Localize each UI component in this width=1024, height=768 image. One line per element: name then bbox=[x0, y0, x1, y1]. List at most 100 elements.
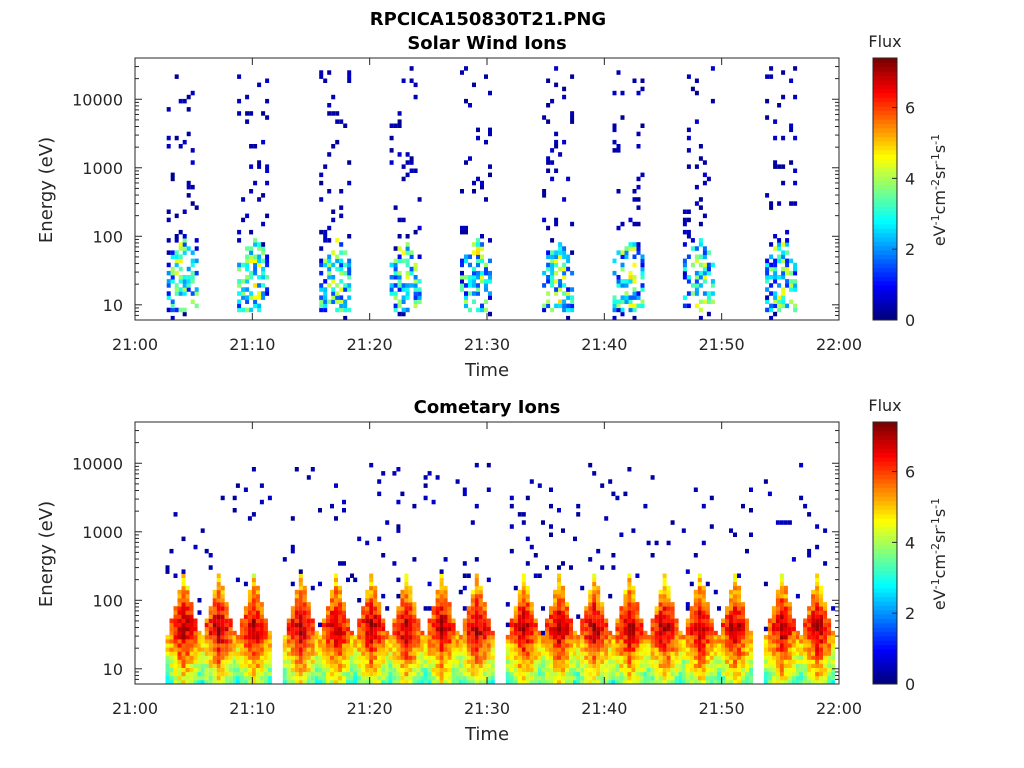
flux-cell bbox=[460, 189, 464, 194]
flux-cell bbox=[670, 520, 675, 525]
flux-cell bbox=[600, 626, 605, 632]
flux-cell bbox=[541, 606, 545, 611]
flux-cell bbox=[565, 655, 569, 660]
flux-cell bbox=[212, 614, 217, 619]
flux-cell bbox=[486, 659, 491, 664]
flux-cell bbox=[482, 651, 487, 656]
flux-cell bbox=[737, 671, 741, 677]
flux-cell bbox=[306, 663, 311, 668]
flux-cell bbox=[245, 299, 250, 304]
flux-cell bbox=[811, 659, 816, 664]
flux-cell bbox=[174, 213, 179, 219]
flux-cell bbox=[314, 655, 319, 660]
flux-cell bbox=[298, 577, 303, 583]
flux-cell bbox=[632, 275, 637, 280]
flux-cell bbox=[533, 573, 538, 578]
figure-title: RPCICA150830T21.PNG bbox=[370, 9, 606, 30]
flux-cell bbox=[827, 647, 832, 652]
flux-cell bbox=[549, 659, 553, 664]
flux-cell bbox=[181, 675, 186, 681]
flux-cell bbox=[247, 593, 252, 599]
flux-cell bbox=[592, 606, 597, 611]
flux-cell bbox=[294, 606, 299, 611]
flux-cell bbox=[170, 270, 175, 276]
flux-cell bbox=[596, 630, 601, 636]
flux-cell bbox=[181, 659, 186, 664]
flux-cell bbox=[472, 275, 476, 280]
flux-cell bbox=[241, 307, 246, 313]
flux-cell bbox=[783, 679, 788, 685]
flux-cell bbox=[408, 589, 413, 595]
flux-cell bbox=[247, 622, 252, 628]
flux-cell bbox=[423, 659, 428, 664]
flux-cell bbox=[694, 119, 699, 124]
flux-cell bbox=[767, 643, 772, 648]
flux-cell bbox=[557, 610, 561, 615]
flux-cell bbox=[815, 581, 820, 587]
flux-cell bbox=[286, 663, 291, 668]
flux-cell bbox=[542, 189, 547, 194]
flux-cell bbox=[177, 610, 182, 615]
flux-cell bbox=[771, 614, 776, 619]
flux-cell bbox=[546, 250, 551, 255]
flux-cell bbox=[600, 675, 605, 681]
flux-cell bbox=[765, 74, 770, 79]
flux-cell bbox=[553, 626, 557, 632]
flux-cell bbox=[239, 647, 244, 652]
flux-cell bbox=[612, 148, 617, 153]
flux-cell bbox=[455, 663, 460, 668]
flux-cell bbox=[404, 589, 409, 595]
flux-cell bbox=[476, 254, 480, 259]
flux-cell bbox=[400, 647, 405, 652]
flux-cell bbox=[302, 618, 307, 623]
flux-cell bbox=[416, 651, 421, 656]
flux-cell bbox=[323, 295, 328, 300]
flux-cell bbox=[779, 626, 784, 632]
colorbar-segment bbox=[873, 657, 897, 663]
flux-cell bbox=[435, 671, 440, 677]
flux-cell bbox=[592, 471, 597, 476]
flux-cell bbox=[342, 643, 346, 648]
colorbar-segment bbox=[873, 267, 897, 273]
flux-cell bbox=[185, 622, 190, 628]
flux-cell bbox=[369, 671, 374, 677]
colorbar-segment bbox=[873, 443, 897, 449]
flux-cell bbox=[823, 647, 828, 652]
y-axis-label-cometary: Energy (eV) bbox=[36, 501, 57, 607]
flux-cell bbox=[478, 602, 483, 607]
flux-cell bbox=[725, 639, 729, 644]
flux-cell bbox=[193, 651, 198, 656]
flux-cell bbox=[632, 315, 637, 321]
flux-cell bbox=[600, 651, 605, 656]
flux-cell bbox=[635, 679, 640, 685]
flux-cell bbox=[257, 295, 262, 300]
flux-cell bbox=[686, 74, 691, 79]
flux-cell bbox=[569, 647, 573, 652]
flux-cell bbox=[541, 671, 545, 677]
flux-cell bbox=[451, 622, 456, 628]
flux-cell bbox=[342, 667, 346, 673]
flux-cell bbox=[190, 291, 195, 296]
flux-cell bbox=[462, 618, 467, 623]
flux-cell bbox=[257, 307, 262, 313]
flux-cell bbox=[263, 634, 268, 640]
flux-cell bbox=[793, 303, 798, 309]
flux-cell bbox=[334, 606, 338, 611]
flux-cell bbox=[643, 643, 648, 648]
flux-cell bbox=[549, 614, 553, 619]
flux-cell bbox=[239, 618, 244, 623]
flux-cell bbox=[431, 643, 436, 648]
flux-cell bbox=[666, 679, 671, 685]
flux-cell bbox=[342, 671, 346, 677]
flux-cell bbox=[627, 581, 632, 587]
flux-cell bbox=[573, 643, 577, 648]
flux-cell bbox=[558, 242, 563, 247]
flux-cell bbox=[624, 279, 629, 284]
flux-cell bbox=[302, 626, 307, 632]
flux-cell bbox=[397, 217, 402, 223]
flux-cell bbox=[775, 647, 780, 652]
flux-cell bbox=[263, 667, 268, 673]
flux-cell bbox=[357, 626, 362, 632]
flux-cell bbox=[795, 663, 800, 668]
flux-cell bbox=[789, 270, 794, 276]
